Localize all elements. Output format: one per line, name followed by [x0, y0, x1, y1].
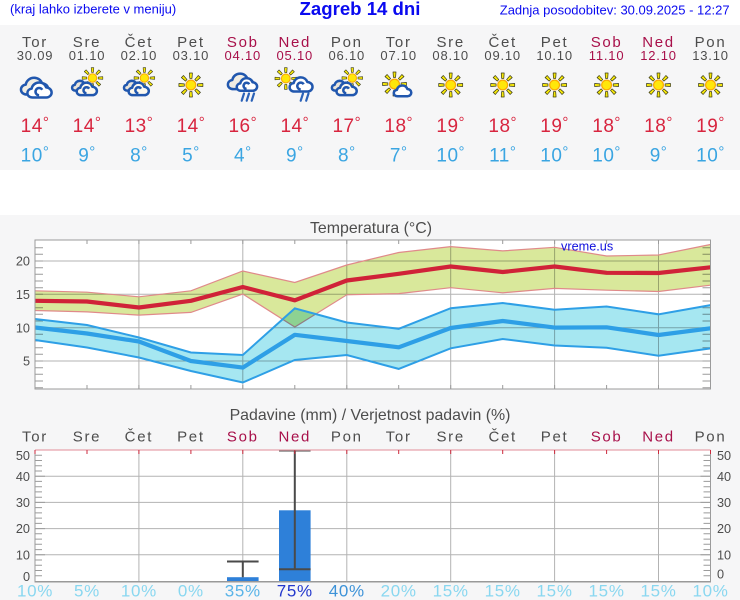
svg-text:Sre: Sre: [436, 429, 464, 446]
svg-text:Pon: Pon: [331, 34, 363, 51]
svg-text:17°: 17°: [332, 114, 361, 137]
svg-text:Tor: Tor: [386, 34, 412, 51]
svg-text:19°: 19°: [696, 114, 725, 137]
svg-text:35%: 35%: [225, 582, 261, 600]
svg-text:13.10: 13.10: [692, 48, 729, 63]
svg-text:14°: 14°: [177, 114, 206, 137]
svg-text:18°: 18°: [488, 114, 517, 137]
svg-text:Čet: Čet: [488, 429, 516, 446]
svg-text:07.10: 07.10: [380, 48, 417, 63]
svg-text:Pet: Pet: [541, 429, 569, 446]
svg-text:Tor: Tor: [386, 429, 412, 446]
svg-text:15: 15: [16, 288, 30, 302]
svg-text:50: 50: [717, 449, 731, 463]
svg-text:Sre: Sre: [436, 34, 464, 51]
svg-text:15%: 15%: [433, 582, 469, 600]
svg-text:10°: 10°: [21, 144, 50, 167]
svg-text:10°: 10°: [696, 144, 725, 167]
svg-text:10: 10: [717, 548, 731, 562]
svg-text:02.10: 02.10: [121, 48, 158, 63]
svg-text:50: 50: [16, 449, 30, 463]
svg-text:08.10: 08.10: [432, 48, 469, 63]
svg-text:30.09: 30.09: [17, 48, 54, 63]
svg-text:19°: 19°: [540, 114, 569, 137]
svg-text:0%: 0%: [178, 582, 204, 600]
svg-text:0: 0: [717, 567, 724, 581]
svg-text:5%: 5%: [74, 582, 100, 600]
svg-text:Čet: Čet: [125, 34, 153, 51]
svg-text:Čet: Čet: [125, 429, 153, 446]
svg-text:20: 20: [717, 522, 731, 536]
svg-text:15%: 15%: [485, 582, 521, 600]
svg-text:Sob: Sob: [591, 429, 623, 446]
svg-text:20: 20: [16, 255, 30, 269]
svg-text:20%: 20%: [381, 582, 417, 600]
svg-text:11°: 11°: [489, 144, 516, 167]
svg-text:10: 10: [16, 548, 30, 562]
svg-text:Temperatura (°C): Temperatura (°C): [310, 220, 432, 237]
svg-text:Pet: Pet: [177, 429, 205, 446]
svg-text:75%: 75%: [277, 582, 313, 600]
svg-text:11.10: 11.10: [589, 48, 625, 63]
svg-text:01.10: 01.10: [69, 48, 106, 63]
svg-text:Pon: Pon: [695, 429, 727, 446]
svg-text:0: 0: [23, 570, 30, 584]
svg-text:13°: 13°: [125, 114, 154, 137]
svg-text:20: 20: [16, 522, 30, 536]
svg-text:Tor: Tor: [22, 429, 48, 446]
svg-text:06.10: 06.10: [329, 48, 366, 63]
svg-text:14°: 14°: [73, 114, 102, 137]
svg-text:03.10: 03.10: [173, 48, 210, 63]
svg-text:19°: 19°: [436, 114, 465, 137]
svg-text:10°: 10°: [592, 144, 621, 167]
svg-text:10%: 10%: [121, 582, 157, 600]
svg-text:40: 40: [717, 470, 731, 484]
svg-text:Sre: Sre: [73, 429, 101, 446]
svg-text:04.10: 04.10: [225, 48, 262, 63]
svg-text:Sob: Sob: [591, 34, 623, 51]
svg-text:5: 5: [23, 355, 30, 369]
svg-text:Tor: Tor: [22, 34, 48, 51]
svg-text:05.10: 05.10: [277, 48, 314, 63]
svg-text:10%: 10%: [17, 582, 53, 600]
svg-text:10°: 10°: [540, 144, 569, 167]
svg-text:(kraj lahko izberete v meniju): (kraj lahko izberete v meniju): [10, 2, 176, 17]
svg-text:30: 30: [717, 496, 731, 510]
svg-text:Čet: Čet: [488, 34, 516, 51]
svg-text:14°: 14°: [21, 114, 50, 137]
svg-text:14°: 14°: [280, 114, 309, 137]
svg-text:Ned: Ned: [278, 429, 311, 446]
svg-text:Zadnja posodobitev: 30.09.2025: Zadnja posodobitev: 30.09.2025 - 12:27: [500, 2, 730, 17]
svg-text:Pet: Pet: [177, 34, 205, 51]
svg-text:15%: 15%: [589, 582, 625, 600]
svg-text:10%: 10%: [692, 582, 728, 600]
svg-text:18°: 18°: [592, 114, 621, 137]
svg-text:Padavine (mm) / Verjetnost pad: Padavine (mm) / Verjetnost padavin (%): [230, 407, 511, 424]
svg-text:10°: 10°: [436, 144, 465, 167]
svg-text:10.10: 10.10: [536, 48, 573, 63]
svg-text:vreme.us: vreme.us: [561, 240, 613, 254]
svg-text:Ned: Ned: [278, 34, 311, 51]
svg-text:Zagreb 14 dni: Zagreb 14 dni: [300, 0, 421, 19]
svg-text:Pon: Pon: [695, 34, 727, 51]
svg-text:18°: 18°: [644, 114, 673, 137]
svg-text:15%: 15%: [537, 582, 573, 600]
svg-text:Pet: Pet: [541, 34, 569, 51]
svg-text:09.10: 09.10: [484, 48, 521, 63]
svg-text:40%: 40%: [329, 582, 365, 600]
svg-text:Sre: Sre: [73, 34, 101, 51]
svg-text:18°: 18°: [384, 114, 413, 137]
svg-text:15%: 15%: [640, 582, 676, 600]
svg-text:30: 30: [16, 496, 30, 510]
svg-text:Ned: Ned: [642, 429, 675, 446]
svg-text:Sob: Sob: [227, 34, 259, 51]
svg-text:Pon: Pon: [331, 429, 363, 446]
svg-text:Sob: Sob: [227, 429, 259, 446]
svg-text:40: 40: [16, 470, 30, 484]
svg-text:16°: 16°: [228, 114, 257, 137]
svg-text:10: 10: [16, 321, 30, 335]
svg-text:12.10: 12.10: [640, 48, 677, 63]
svg-text:Ned: Ned: [642, 34, 675, 51]
